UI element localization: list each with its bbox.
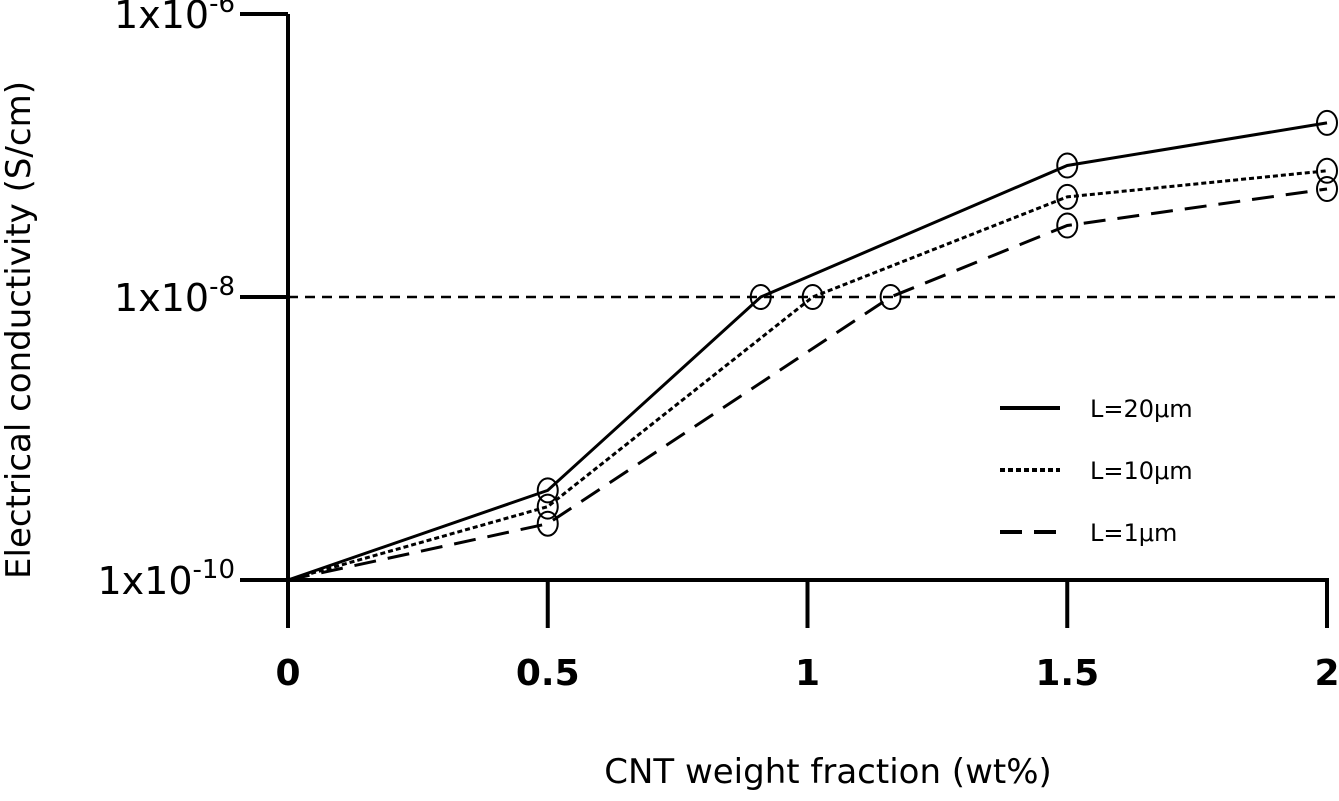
- y-tick-label: 1x10-8: [114, 272, 235, 320]
- series-solid: [287, 109, 1338, 582]
- data-point: [1316, 157, 1338, 184]
- x-tick-label: 0.5: [516, 653, 580, 694]
- x-tick-label: 2: [1314, 653, 1339, 694]
- data-point: [1056, 152, 1079, 179]
- y-tick-label: 1x10-6: [114, 0, 235, 37]
- data-point: [749, 284, 772, 310]
- x-axis-label: CNT weight fraction (wt%): [604, 752, 1052, 792]
- data-point: [536, 510, 559, 537]
- data-point: [879, 284, 902, 310]
- x-tick-label: 0: [275, 653, 300, 694]
- data-point: [1056, 183, 1079, 210]
- data-point: [1316, 109, 1338, 136]
- data-point: [536, 493, 559, 520]
- legend-label: L=1μm: [1090, 519, 1177, 547]
- legend: L=20μm L=10μm L=1μm: [1000, 395, 1193, 547]
- series-dotted: [287, 157, 1338, 582]
- x-tick-label: 1.5: [1035, 653, 1099, 694]
- series-line: [287, 169, 1328, 582]
- series-dashed: [287, 175, 1338, 582]
- legend-label: L=20μm: [1090, 395, 1193, 423]
- series-line: [287, 121, 1328, 582]
- data-point: [1056, 212, 1079, 239]
- data-point: [1316, 175, 1338, 202]
- y-axis-label: Electrical conductivity (S/cm): [0, 81, 39, 579]
- series-line: [287, 187, 1328, 582]
- x-tick-label: 1: [795, 653, 820, 694]
- legend-label: L=10μm: [1090, 457, 1193, 485]
- data-point: [536, 477, 559, 504]
- y-tick-label: 1x10-10: [98, 555, 236, 603]
- data-point: [801, 284, 824, 310]
